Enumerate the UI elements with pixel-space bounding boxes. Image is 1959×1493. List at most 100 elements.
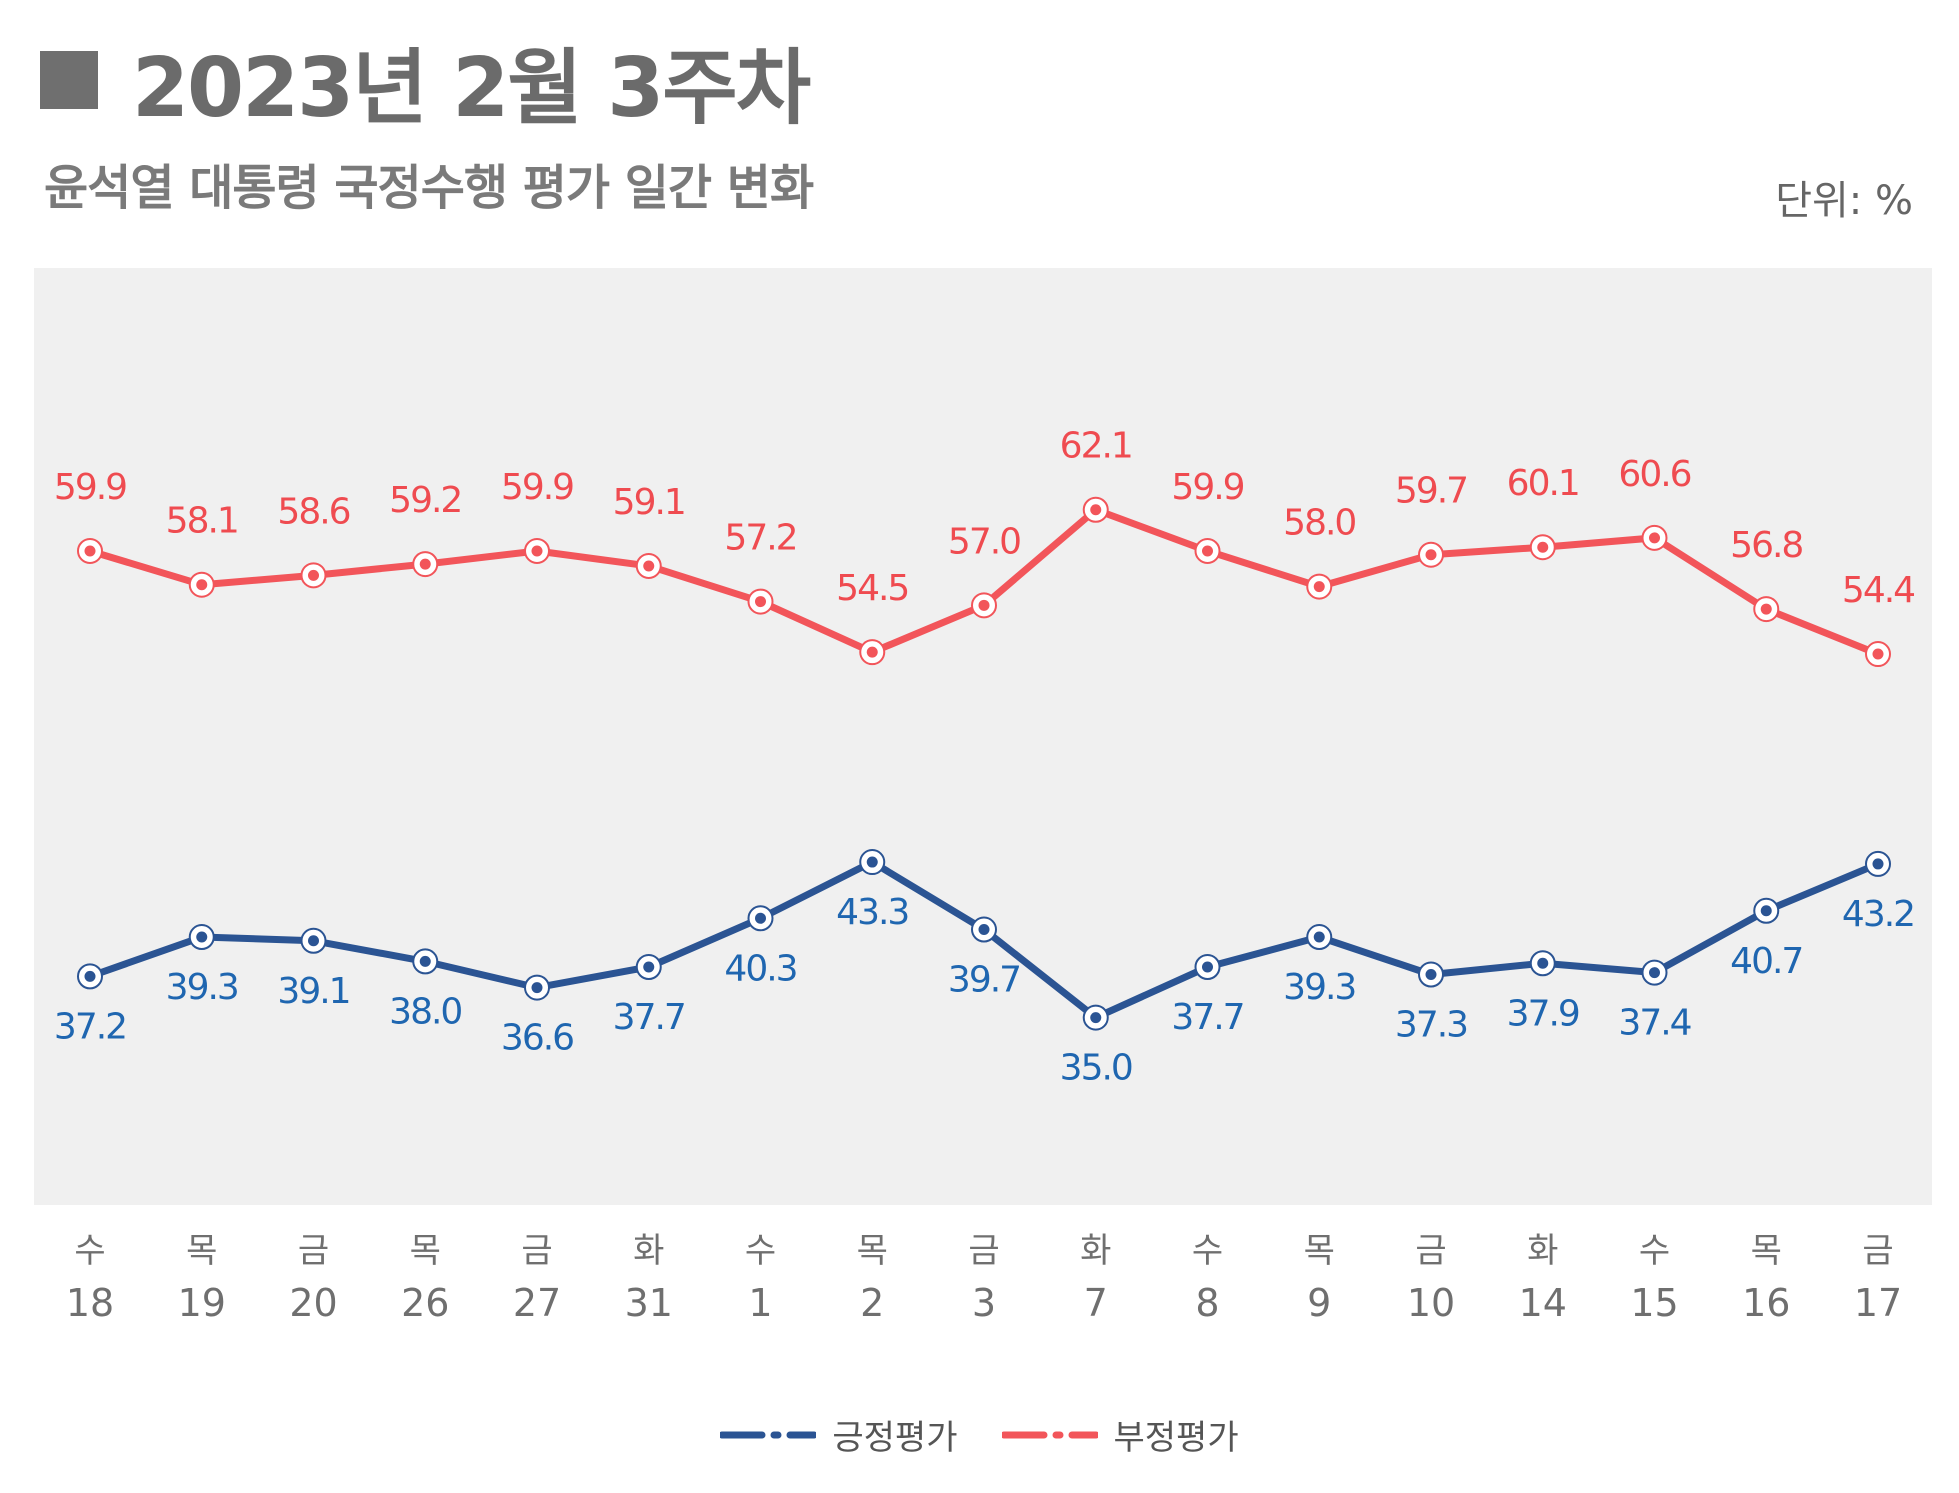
data-label-negative: 59.9 — [1171, 467, 1243, 508]
x-tick-date: 27 — [513, 1281, 561, 1325]
data-label-positive: 40.7 — [1730, 941, 1802, 982]
data-label-negative: 58.6 — [277, 491, 349, 532]
line-chart: 37.2 39.3 39.1 38.0 36.6 37.7 40.3 43.3 39.7 35.0… — [34, 268, 1932, 1325]
x-tick-day: 수 — [74, 1231, 105, 1271]
data-label-positive: 38.0 — [389, 991, 461, 1032]
data-label-negative: 59.7 — [1395, 471, 1467, 512]
x-tick-day: 화 — [1527, 1231, 1558, 1271]
x-tick-day: 목 — [857, 1231, 888, 1271]
x-axis: 수 18 목 19 금 20 목 26 금 27 화 31 수 1 목 2 금 3 화 7 수 8 목 9 금 10 화 14 수 15 목… — [66, 1231, 1902, 1325]
data-label-positive: 39.7 — [948, 960, 1020, 1001]
data-label-positive: 37.3 — [1395, 1004, 1467, 1045]
data-label-negative: 59.1 — [613, 482, 685, 523]
x-tick-day: 금 — [298, 1231, 329, 1271]
data-label-positive: 39.3 — [166, 967, 238, 1008]
data-point-dot-negative — [84, 545, 96, 557]
legend-line-positive-icon — [720, 1431, 817, 1438]
data-point-dot-negative — [978, 599, 990, 611]
data-label-negative: 54.5 — [836, 568, 908, 609]
legend-line-negative-icon — [1001, 1431, 1098, 1438]
title-row: 2023년 2월 3주차 — [40, 30, 811, 136]
legend-label-positive: 긍정평가 — [832, 1418, 958, 1458]
legend: 긍정평가 부정평가 — [0, 1410, 1959, 1459]
data-label-negative: 58.0 — [1283, 503, 1355, 544]
data-label-positive: 40.3 — [724, 948, 796, 989]
data-label-positive: 39.1 — [277, 971, 349, 1012]
chart-subtitle: 윤석열 대통령 국정수행 평가 일간 변화 — [44, 160, 814, 216]
data-point-dot-negative — [1090, 504, 1102, 516]
data-point-dot-negative — [1537, 541, 1549, 553]
x-tick-date: 18 — [66, 1281, 114, 1325]
data-label-negative: 59.2 — [389, 480, 461, 521]
x-tick-day: 수 — [1639, 1231, 1670, 1271]
x-tick-day: 화 — [1080, 1231, 1111, 1271]
data-label-negative: 54.4 — [1842, 570, 1914, 611]
x-tick-day: 금 — [968, 1231, 999, 1271]
x-tick-date: 20 — [289, 1281, 337, 1325]
plot-background — [34, 268, 1932, 1205]
data-point-dot-negative — [1649, 532, 1660, 544]
data-label-positive: 43.2 — [1842, 894, 1914, 935]
data-label-positive: 39.3 — [1283, 967, 1355, 1008]
x-tick-date: 31 — [625, 1281, 673, 1325]
x-tick-date: 2 — [860, 1281, 884, 1325]
data-point-dot-negative — [531, 545, 543, 557]
x-tick-date: 17 — [1854, 1281, 1902, 1325]
series-negative: 59.9 58.1 58.6 59.2 59.9 59.1 57.2 54.5 57.0 62.1… — [54, 426, 1916, 668]
data-label-negative: 62.1 — [1060, 426, 1132, 467]
data-point-dot-positive — [978, 924, 990, 936]
data-label-positive: 35.0 — [1060, 1048, 1132, 1089]
data-label-negative: 59.9 — [54, 467, 126, 508]
data-label-positive: 36.6 — [501, 1018, 573, 1059]
data-point-dot-positive — [1202, 961, 1213, 973]
data-label-positive: 37.7 — [1171, 997, 1243, 1038]
x-tick-date: 14 — [1519, 1281, 1567, 1325]
x-tick-date: 9 — [1307, 1281, 1331, 1325]
data-point-dot-positive — [1760, 905, 1772, 917]
data-label-positive: 43.3 — [836, 892, 908, 933]
x-tick-day: 금 — [1862, 1231, 1893, 1271]
series-positive: 37.2 39.3 39.1 38.0 36.6 37.7 40.3 43.3 39.7 35.0… — [54, 849, 1916, 1089]
data-point-dot-positive — [308, 935, 319, 947]
x-tick-day: 화 — [633, 1231, 664, 1271]
data-point-dot-negative — [866, 646, 878, 658]
data-point-dot-negative — [1760, 603, 1772, 615]
x-tick-date: 8 — [1195, 1281, 1219, 1325]
data-point-dot-negative — [755, 596, 766, 608]
data-point-dot-positive — [643, 961, 655, 973]
data-point-dot-negative — [196, 579, 208, 591]
data-point-dot-negative — [419, 558, 431, 570]
x-tick-day: 수 — [745, 1231, 776, 1271]
x-tick-day: 금 — [521, 1231, 552, 1271]
x-tick-day: 금 — [1415, 1231, 1446, 1271]
page-title: 2023년 2월 3주차 — [132, 40, 811, 136]
x-tick-day: 목 — [1751, 1231, 1782, 1271]
x-tick-date: 16 — [1742, 1281, 1790, 1325]
data-point-dot-positive — [531, 982, 543, 994]
data-point-dot-positive — [1537, 957, 1549, 969]
data-point-dot-positive — [419, 955, 431, 967]
data-point-dot-positive — [1649, 967, 1660, 979]
data-point-dot-positive — [84, 970, 96, 982]
data-point-dot-negative — [643, 560, 655, 572]
x-tick-day: 수 — [1192, 1231, 1223, 1271]
x-tick-date: 10 — [1407, 1281, 1455, 1325]
series-layer: 37.2 39.3 39.1 38.0 36.6 37.7 40.3 43.3 39.7 35.0… — [54, 426, 1916, 1089]
data-label-negative: 56.8 — [1730, 525, 1802, 566]
x-tick-day: 목 — [186, 1231, 217, 1271]
data-point-dot-negative — [1202, 545, 1213, 557]
data-label-negative: 60.1 — [1507, 463, 1579, 504]
x-tick-day: 목 — [410, 1231, 441, 1271]
data-point-dot-negative — [1425, 549, 1437, 561]
data-point-dot-positive — [196, 931, 208, 943]
legend-item-positive: 긍정평가 — [720, 1410, 958, 1459]
data-point-dot-positive — [1872, 858, 1884, 870]
data-label-positive: 37.4 — [1618, 1003, 1690, 1044]
data-point-dot-negative — [308, 569, 319, 581]
x-tick-date: 1 — [748, 1281, 772, 1325]
data-label-negative: 57.0 — [948, 521, 1020, 562]
data-point-dot-positive — [1425, 968, 1437, 980]
data-point-dot-positive — [1090, 1012, 1102, 1024]
data-label-positive: 37.7 — [613, 997, 685, 1038]
title-square-icon — [40, 51, 98, 109]
